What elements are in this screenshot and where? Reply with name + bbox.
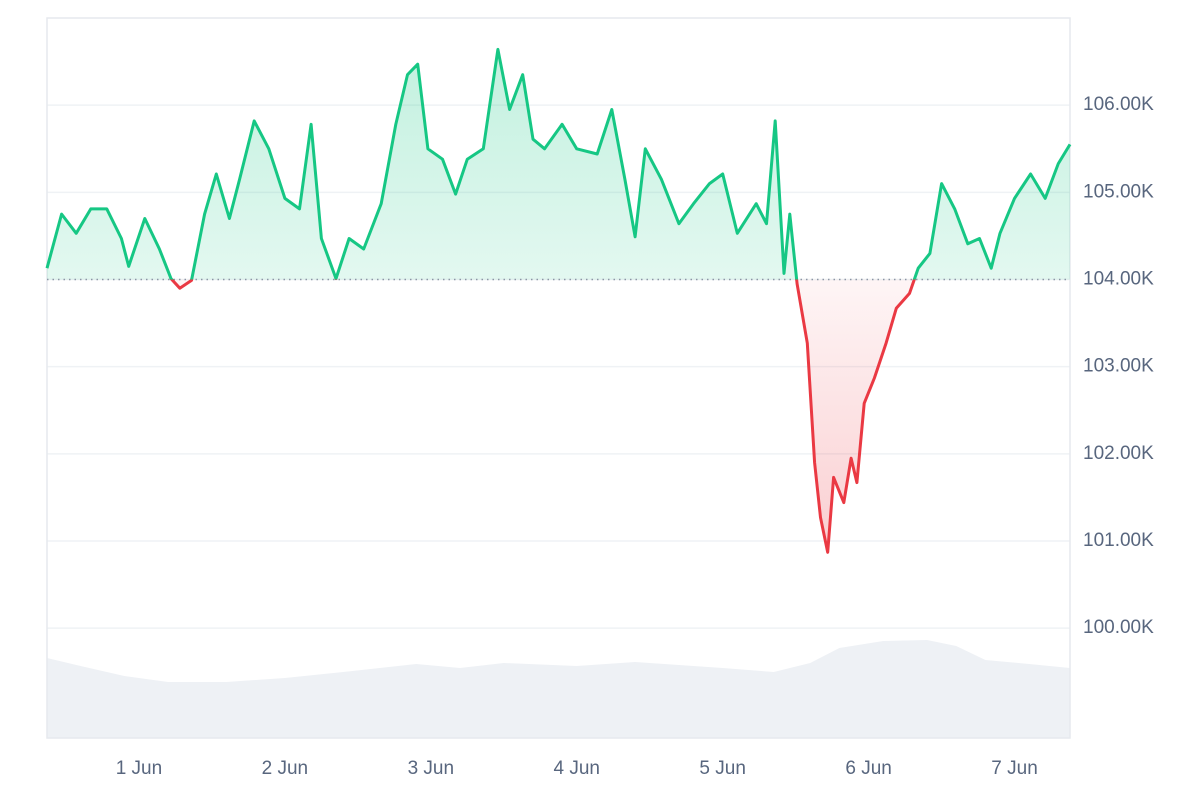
x-tick-label: 6 Jun bbox=[845, 758, 891, 779]
y-tick-label: 104.00K bbox=[1083, 269, 1154, 290]
y-tick-label: 102.00K bbox=[1083, 443, 1154, 464]
y-tick-label: 100.00K bbox=[1083, 617, 1154, 638]
x-tick-label: 2 Jun bbox=[262, 758, 308, 779]
x-tick-label: 3 Jun bbox=[408, 758, 454, 779]
volume-area bbox=[47, 640, 1070, 738]
x-tick-label: 1 Jun bbox=[116, 758, 162, 779]
x-tick-label: 7 Jun bbox=[991, 758, 1037, 779]
y-tick-label: 106.00K bbox=[1083, 94, 1154, 115]
x-tick-label: 4 Jun bbox=[553, 758, 599, 779]
price-area bbox=[47, 49, 1070, 553]
plot-frame bbox=[46, 17, 1071, 739]
y-tick-label: 105.00K bbox=[1083, 181, 1154, 202]
y-tick-label: 101.00K bbox=[1083, 530, 1154, 551]
y-tick-label: 103.00K bbox=[1083, 356, 1154, 377]
price-line bbox=[45, 47, 1072, 554]
x-tick-label: 5 Jun bbox=[699, 758, 745, 779]
